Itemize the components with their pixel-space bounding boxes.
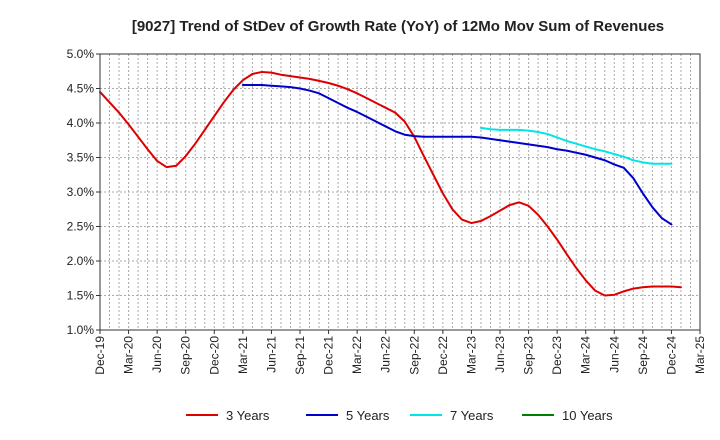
y-tick-label: 3.5% <box>67 151 95 165</box>
y-tick-label: 3.0% <box>67 185 95 199</box>
y-tick-label: 5.0% <box>67 47 95 61</box>
series-line-3-years <box>99 70 682 297</box>
x-tick-label: Sep-24 <box>636 336 650 375</box>
x-tick-label: Dec-21 <box>322 336 336 375</box>
x-tick-label: Mar-20 <box>122 336 136 374</box>
x-tick-label: Jun-20 <box>150 336 164 373</box>
x-tick-label: Jun-21 <box>264 336 278 373</box>
series-line-7-years <box>479 126 673 165</box>
legend-label-3-years: 3 Years <box>226 408 270 423</box>
x-tick-label: Dec-23 <box>550 336 564 375</box>
x-tick-label: Sep-20 <box>179 336 193 375</box>
y-tick-label: 4.0% <box>67 116 95 130</box>
series-line-5-years <box>241 84 673 226</box>
x-tick-label: Sep-23 <box>522 336 536 375</box>
x-tick-label: Jun-22 <box>379 336 393 373</box>
x-tick-label: Dec-24 <box>664 336 678 375</box>
y-axis: 1.0% 1.5% 2.0% 2.5% 3.0% 3.5% 4.0% 4.5% 5.0% <box>67 47 100 337</box>
legend-label-10-years: 10 Years <box>562 408 613 423</box>
series-layer <box>99 70 682 297</box>
x-tick-label: Sep-22 <box>407 336 421 375</box>
y-tick-label: 2.5% <box>67 220 95 234</box>
x-tick-label: Dec-20 <box>207 336 221 375</box>
x-tick-label: Mar-22 <box>350 336 364 374</box>
x-tick-label: Dec-22 <box>436 336 450 375</box>
x-tick-label: Jun-24 <box>607 336 621 373</box>
y-tick-label: 2.0% <box>67 254 95 268</box>
legend-label-7-years: 7 Years <box>450 408 494 423</box>
x-tick-label: Sep-21 <box>293 336 307 375</box>
y-tick-label: 1.5% <box>67 289 95 303</box>
x-tick-label: Mar-24 <box>579 336 593 374</box>
x-tick-label: Jun-23 <box>493 336 507 373</box>
legend-label-5-years: 5 Years <box>346 408 390 423</box>
x-axis: Dec-19 Mar-20 Jun-20 Sep-20 Dec-20 Mar-21 Jun-… <box>93 330 707 375</box>
y-tick-label: 4.5% <box>67 82 95 96</box>
y-tick-label: 1.0% <box>67 323 95 337</box>
legend: 3 Years 5 Years 7 Years 10 Years <box>186 408 613 423</box>
x-tick-label: Mar-21 <box>236 336 250 374</box>
chart-title: [9027] Trend of StDev of Growth Rate (Yo… <box>132 18 664 35</box>
x-tick-label: Mar-23 <box>464 336 478 374</box>
x-tick-label: Dec-19 <box>93 336 107 375</box>
x-tick-label: Mar-25 <box>693 336 707 374</box>
